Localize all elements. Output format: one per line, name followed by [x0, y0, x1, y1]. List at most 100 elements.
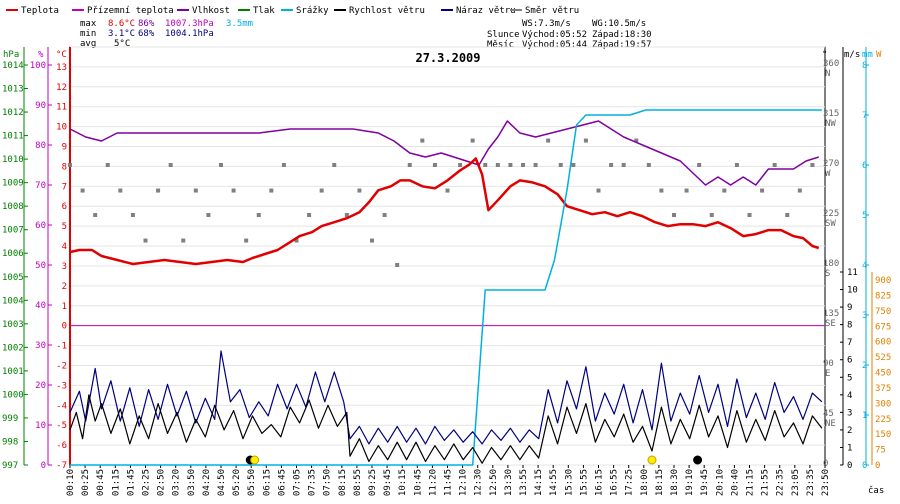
temperature-tick-label: 5	[62, 222, 67, 232]
pressure-tick-label: 1005	[2, 273, 24, 283]
wind-direction-point	[495, 163, 500, 167]
x-tick-label: 07:05	[293, 469, 303, 496]
wind-direction-point	[734, 163, 739, 167]
wind-direction-point	[206, 213, 211, 217]
pressure-tick-label: 1004	[2, 296, 24, 306]
pressure-tick-label: 1000	[2, 390, 24, 400]
solar-tick-label: 225	[875, 415, 891, 425]
direction-tick-label: 180	[823, 259, 839, 269]
x-tick-label: 00:45	[96, 469, 106, 496]
wind-direction-point	[697, 163, 702, 167]
humidity-tick-label: 90	[35, 101, 46, 111]
x-tick-label: 18:15	[655, 469, 665, 496]
x-tick-label: 19:45	[700, 469, 710, 496]
pressure-tick-label: 1002	[2, 343, 24, 353]
x-tick-label: 01:45	[126, 469, 136, 496]
solar-tick-label: 300	[875, 399, 891, 409]
info-block: WS:7.3m/s WG:10.5m/s Slunce Východ:05:52…	[487, 19, 652, 50]
info-slunce: Slunce	[487, 30, 520, 40]
x-tick-label: 18:00	[640, 469, 650, 496]
wind-direction-point	[546, 138, 551, 143]
x-tick-label: 03:50	[187, 469, 197, 496]
x-tick-label: 23:35	[806, 469, 816, 496]
x-tick-label: 04:50	[217, 469, 227, 496]
wind-direction-point	[672, 213, 676, 217]
solar-tick-label: 900	[875, 276, 891, 286]
wind-direction-point	[156, 188, 161, 193]
wind-direction-point	[143, 238, 148, 243]
pressure-tick-label: 1001	[2, 367, 24, 377]
pressure-tick-label: 999	[2, 414, 18, 424]
legend-label: Teplota	[21, 6, 59, 16]
wind-direction-point	[105, 163, 110, 167]
wind-direction-point	[357, 188, 362, 193]
sun-set-marker	[647, 455, 657, 465]
solar-tick-label: 450	[875, 369, 891, 379]
wind-speed-line	[69, 394, 823, 464]
x-tick-label: 19:10	[685, 469, 695, 496]
pressure-tick-label: 1012	[2, 108, 24, 118]
stats-min-press: 1004.1hPa	[165, 29, 214, 39]
x-tick-label: 00:25	[81, 469, 91, 496]
wind-direction-point	[382, 213, 387, 217]
x-tick-label: 13:30	[504, 469, 514, 496]
series-layer	[68, 109, 823, 466]
x-tick-label: 01:15	[111, 469, 121, 496]
info-sun-rise: Východ:05:52	[522, 30, 587, 40]
wind-direction-point	[407, 163, 412, 167]
rain-axis-unit: mm	[862, 50, 873, 60]
wind-direction-point	[596, 188, 601, 193]
temperature-axis-unit: °C	[56, 50, 67, 60]
x-tick-label: 21:15	[746, 469, 756, 496]
x-tick-label: 06:15	[262, 469, 272, 496]
wind-direction-point	[130, 213, 135, 217]
wind-direction-point	[307, 213, 312, 217]
x-tick-label: 09:25	[368, 469, 378, 496]
temperature-tick-label: -1	[56, 342, 67, 352]
wind-direction-point	[244, 238, 249, 243]
direction-axis-unit: °	[822, 50, 827, 60]
wind-direction-point	[634, 138, 639, 143]
wind-direction-point	[219, 163, 223, 167]
wind-direction-point	[609, 163, 614, 167]
wind-direction-point	[558, 163, 563, 167]
wind-tick-label: 10	[847, 286, 858, 296]
x-tick-label: 15:30	[564, 469, 574, 496]
x-axis-label: čas	[868, 485, 884, 496]
rain-line	[70, 109, 822, 466]
wind-tick-label: 9	[847, 303, 852, 313]
temperature-tick-label: 7	[62, 182, 67, 192]
wind-direction-point	[508, 163, 513, 167]
pressure-tick-label: 1007	[2, 226, 24, 236]
wind-direction-point	[344, 213, 349, 217]
info-moon-rise: Východ:05:44	[522, 40, 587, 50]
humidity-tick-label: 10	[35, 421, 46, 431]
left-axes: hPa1014101310121011101010091008100710061…	[2, 47, 71, 471]
temperature-tick-label: -6	[56, 441, 67, 451]
wind-direction-point	[659, 188, 664, 193]
humidity-axis-unit: %	[38, 50, 44, 60]
direction-tick-label: 45	[823, 409, 834, 419]
x-tick-label: 16:15	[595, 469, 605, 496]
wind-tick-label: 2	[847, 426, 852, 436]
stats-avg-label: avg	[80, 39, 96, 49]
x-tick-label: 18:30	[670, 469, 680, 496]
sun-rise-marker	[250, 455, 260, 465]
wind-direction-point	[470, 138, 475, 143]
wind-direction-point	[294, 238, 299, 243]
temperature-tick-label: 0	[62, 322, 67, 332]
wind-direction-point	[256, 213, 261, 217]
wind-tick-label: 7	[847, 338, 852, 348]
sun-moon-markers	[245, 455, 703, 465]
legend-label: Náraz větru	[456, 6, 516, 16]
wind-direction-point	[319, 188, 324, 193]
direction-tick-label: 225	[823, 209, 839, 219]
wind-direction-point	[281, 163, 286, 167]
pressure-tick-label: 1003	[2, 320, 24, 330]
temperature-tick-label: -4	[56, 401, 67, 411]
direction-tick-label: 360	[823, 59, 839, 69]
stats-max-hum: 86%	[138, 19, 155, 29]
wind-axis-unit: m/s	[844, 50, 860, 60]
humidity-tick-label: 70	[35, 181, 46, 191]
